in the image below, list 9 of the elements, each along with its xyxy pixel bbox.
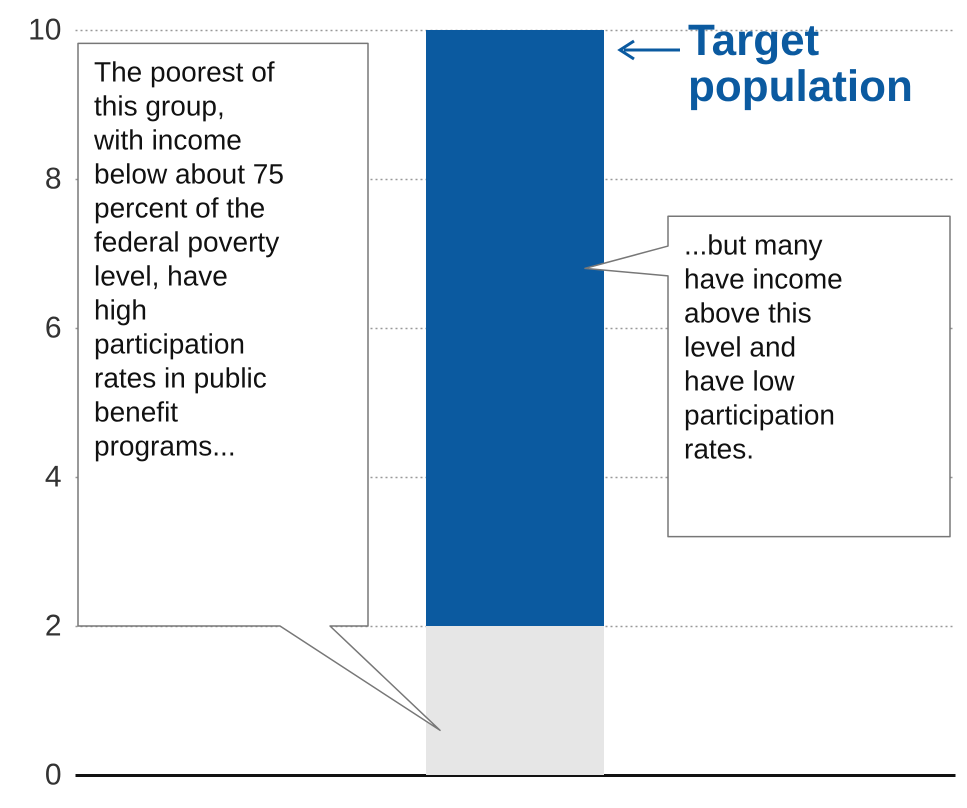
annotation: ...but many have income above this level and have low participation rates. <box>684 229 843 464</box>
y-tick-label: 0 <box>44 758 62 792</box>
y-tick-label: 8 <box>44 162 62 196</box>
text: The poorest of this group, with income below about 75 percent of the federal poverty level, have high participation rates in public benefit programs... <box>94 56 284 462</box>
y-tick-label: 10 <box>28 14 62 46</box>
y-tick-label: 2 <box>44 610 62 642</box>
y-tick-label: 6 <box>44 312 62 344</box>
legend-label: Target population <box>688 16 913 111</box>
y-tick-label: 4 <box>44 460 62 494</box>
